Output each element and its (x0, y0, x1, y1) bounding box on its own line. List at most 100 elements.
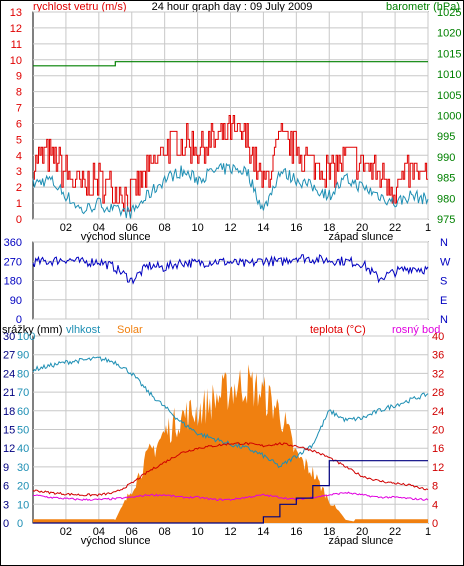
humidity-tick-label: 50 (17, 425, 29, 437)
direction-tick-label: 180 (4, 276, 22, 288)
temperature-tick-label: 16 (432, 443, 444, 455)
pressure-tick-label: 1020 (437, 28, 461, 40)
wind-tick-label: 4 (16, 150, 22, 162)
humidity-tick-label: 40 (17, 443, 29, 455)
wind-tick-label: 11 (11, 39, 22, 51)
wind-gust-line (33, 115, 428, 212)
temperature-legend-label: teplota (°C) (310, 324, 366, 336)
compass-tick-label: E (440, 295, 447, 307)
temperature-tick-label: 40 (432, 331, 444, 343)
pressure-line (33, 61, 428, 67)
temperature-tick-label: 20 (432, 425, 444, 437)
rain-legend-label: srážky (mm) (2, 324, 63, 336)
sunset-label: západ slunce (328, 231, 393, 243)
humidity-tick-label: 30 (17, 462, 29, 474)
rain-tick-label: 9 (3, 462, 9, 474)
humidity-tick-label: 20 (17, 481, 29, 493)
wind-tick-label: 9 (16, 71, 22, 83)
x-tick-label: 16 (290, 222, 302, 234)
wind-tick-label: 6 (16, 118, 22, 130)
pressure-tick-label: 985 (437, 173, 455, 185)
rain-tick-label: 6 (3, 481, 9, 493)
pressure-tick-label: 990 (437, 152, 455, 164)
wind-tick-label: 2 (16, 182, 22, 194)
pressure-tick-label: 1025 (437, 7, 461, 19)
x-tick-label: 20 (356, 222, 368, 234)
humidity-tick-label: 70 (17, 387, 29, 399)
rain-line (33, 460, 428, 524)
wind-tick-label: 3 (16, 166, 22, 178)
humidity-tick-label: 60 (17, 406, 29, 418)
wind-tick-label: 0 (16, 214, 22, 226)
x-tick-label: 06 (126, 222, 138, 234)
sunrise-label: východ slunce (81, 535, 151, 547)
rain-tick-label: 27 (3, 350, 15, 362)
compass-tick-label: S (440, 276, 447, 288)
x-tick-label: 04 (93, 222, 105, 234)
pressure-tick-label: 980 (437, 193, 455, 205)
wind-direction-line (32, 254, 429, 285)
x-tick-label: 06 (126, 526, 138, 538)
rain-tick-label: 3 (3, 499, 9, 511)
compass-tick-label: N (440, 237, 448, 249)
rain-tick-label: 18 (3, 406, 15, 418)
wind-tick-label: 7 (16, 103, 22, 115)
wind-tick-label: 5 (16, 134, 22, 146)
x-tick-label: 12 (224, 526, 236, 538)
wind-axis-label: rychlost vetru (m/s) (33, 1, 127, 13)
x-tick-label: 18 (323, 526, 335, 538)
humidity-tick-label: 90 (17, 350, 29, 362)
compass-tick-label: N (440, 314, 448, 326)
compass-tick-label: W (440, 256, 451, 268)
wind-tick-label: 8 (16, 87, 22, 99)
humidity-tick-label: 100 (17, 331, 35, 343)
x-tick-label: 12 (224, 222, 236, 234)
wind-average-line (32, 162, 429, 219)
x-tick-label: 02 (60, 222, 72, 234)
x-tick-label: 04 (93, 526, 105, 538)
dewpoint-legend-label: rosný bod (392, 324, 440, 336)
wind-tick-label: 10 (10, 55, 22, 67)
dewpoint-line (32, 491, 429, 502)
pressure-tick-label: 995 (437, 131, 455, 143)
chart-marks (32, 61, 429, 524)
temperature-tick-label: 0 (432, 518, 438, 530)
temperature-tick-label: 12 (432, 462, 444, 474)
temperature-tick-label: 32 (432, 368, 444, 380)
rain-tick-label: 30 (3, 331, 15, 343)
humidity-tick-label: 80 (17, 368, 29, 380)
x-tick-label: 22 (389, 526, 401, 538)
rain-tick-label: 21 (3, 387, 15, 399)
rain-tick-label: 15 (3, 425, 15, 437)
temperature-tick-label: 36 (432, 350, 444, 362)
x-tick-label: 08 (159, 222, 171, 234)
temperature-tick-label: 24 (432, 406, 444, 418)
direction-tick-label: 360 (4, 237, 22, 249)
x-tick-label: 22 (389, 222, 401, 234)
rain-tick-label: 12 (3, 443, 15, 455)
wind-tick-label: 12 (10, 23, 22, 35)
sunset-label: západ slunce (328, 535, 393, 547)
humidity-tick-label: 10 (17, 499, 29, 511)
wind-tick-label: 1 (16, 198, 22, 210)
pressure-tick-label: 1000 (437, 111, 461, 123)
x-tick-label: 10 (191, 526, 203, 538)
temperature-tick-label: 4 (432, 499, 438, 511)
x-tick-label: 08 (159, 526, 171, 538)
solar-legend-label: Solar (117, 324, 143, 336)
sunrise-label: východ slunce (81, 231, 151, 243)
pressure-tick-label: 975 (437, 214, 455, 226)
direction-tick-label: 0 (16, 314, 22, 326)
wind-tick-label: 13 (10, 7, 22, 19)
temperature-line (32, 441, 429, 497)
humidity-tick-label: 0 (17, 518, 23, 530)
pressure-axis-label: barometr (hPa) (386, 1, 460, 13)
pressure-tick-label: 1010 (437, 69, 461, 81)
x-tick-label: 1 (425, 222, 431, 234)
graph-title: 24 hour graph day : 09 July 2009 (152, 1, 313, 13)
x-tick-label: 16 (290, 526, 302, 538)
rain-tick-label: 24 (3, 368, 15, 380)
